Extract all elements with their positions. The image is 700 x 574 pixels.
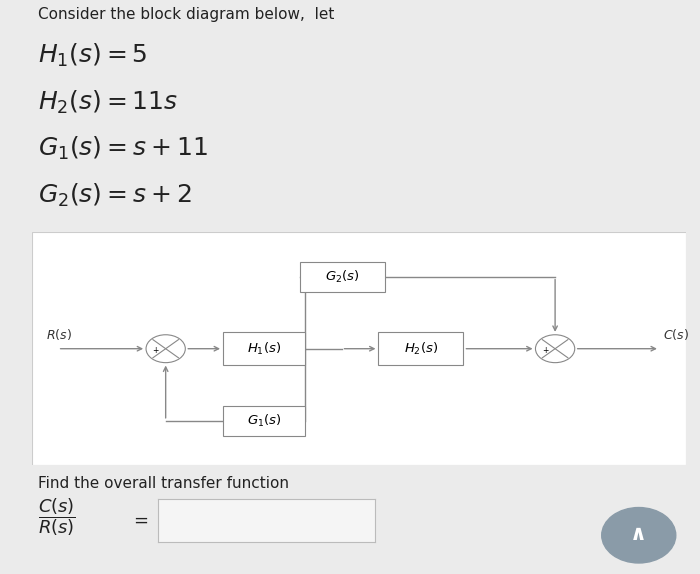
Text: +: + [153,346,159,355]
Text: $R(s)$: $R(s)$ [46,327,72,342]
Bar [379,332,463,366]
Text: $G_1(s)$: $G_1(s)$ [246,413,281,429]
Text: $H_1(s)$: $H_1(s)$ [246,340,281,357]
Text: Consider the block diagram below,  let: Consider the block diagram below, let [38,7,335,22]
Bar [300,262,385,292]
Text: $G_1(s) = s + 11$: $G_1(s) = s + 11$ [38,135,208,162]
Circle shape [602,507,676,563]
Text: $G_2(s)$: $G_2(s)$ [325,269,360,285]
Text: $H_2(s)$: $H_2(s)$ [404,340,438,357]
Text: $H_1(s) = 5$: $H_1(s) = 5$ [38,42,148,69]
Text: $H_2(s) = 11s$: $H_2(s) = 11s$ [38,88,178,115]
Circle shape [146,335,186,363]
Circle shape [536,335,575,363]
Bar [223,406,304,436]
Text: Find the overall transfer function: Find the overall transfer function [38,476,290,491]
Text: $G_2(s) = s + 2$: $G_2(s) = s + 2$ [38,181,192,208]
Text: ∧: ∧ [630,524,648,544]
Bar [223,332,304,366]
Text: $=$: $=$ [130,510,148,529]
Text: +: + [542,346,549,355]
Text: $\dfrac{C(s)}{R(s)}$: $\dfrac{C(s)}{R(s)}$ [38,497,76,538]
Text: $C(s)$: $C(s)$ [663,327,689,342]
